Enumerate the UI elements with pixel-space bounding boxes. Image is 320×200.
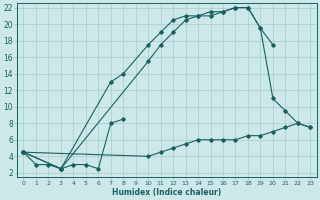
X-axis label: Humidex (Indice chaleur): Humidex (Indice chaleur) [112,188,221,197]
